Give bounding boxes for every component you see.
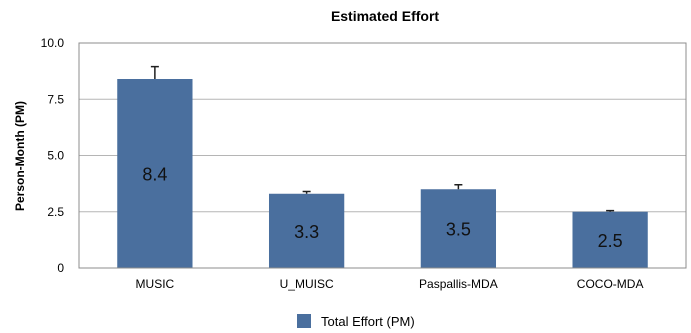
y-tick-layer: 0 2.5 5.0 7.5 10.0 — [41, 36, 65, 275]
x-tick-label: U_MUISC — [280, 277, 334, 291]
bar — [117, 79, 193, 268]
bar — [268, 193, 345, 268]
x-tick-label: MUSIC — [136, 277, 175, 291]
x-tick-label: Paspallis-MDA — [419, 277, 498, 291]
data-label: 3.3 — [294, 222, 319, 242]
x-tick-label: COCO-MDA — [577, 277, 644, 291]
y-tick-label: 10.0 — [41, 36, 65, 50]
data-label: 2.5 — [598, 231, 623, 251]
y-tick-label: 0 — [57, 261, 64, 275]
bar — [572, 211, 648, 268]
data-label: 8.4 — [142, 165, 167, 185]
legend: Total Effort (PM) — [297, 314, 415, 329]
bars-layer — [117, 65, 648, 268]
data-label: 3.5 — [446, 220, 471, 240]
y-tick-label: 5.0 — [47, 149, 64, 163]
legend-swatch — [297, 314, 311, 328]
legend-label: Total Effort (PM) — [321, 314, 415, 329]
labels-layer: 8.4 3.3 3.5 2.5 — [142, 165, 622, 251]
y-axis-label: Person-Month (PM) — [13, 101, 27, 211]
y-tick-label: 7.5 — [47, 92, 64, 106]
y-tick-label: 2.5 — [47, 205, 64, 219]
chart-title: Estimated Effort — [331, 8, 439, 24]
bar — [420, 189, 497, 268]
plot-frame — [78, 42, 687, 269]
x-tick-layer: MUSIC U_MUISC Paspallis-MDA COCO-MDA — [136, 277, 644, 291]
